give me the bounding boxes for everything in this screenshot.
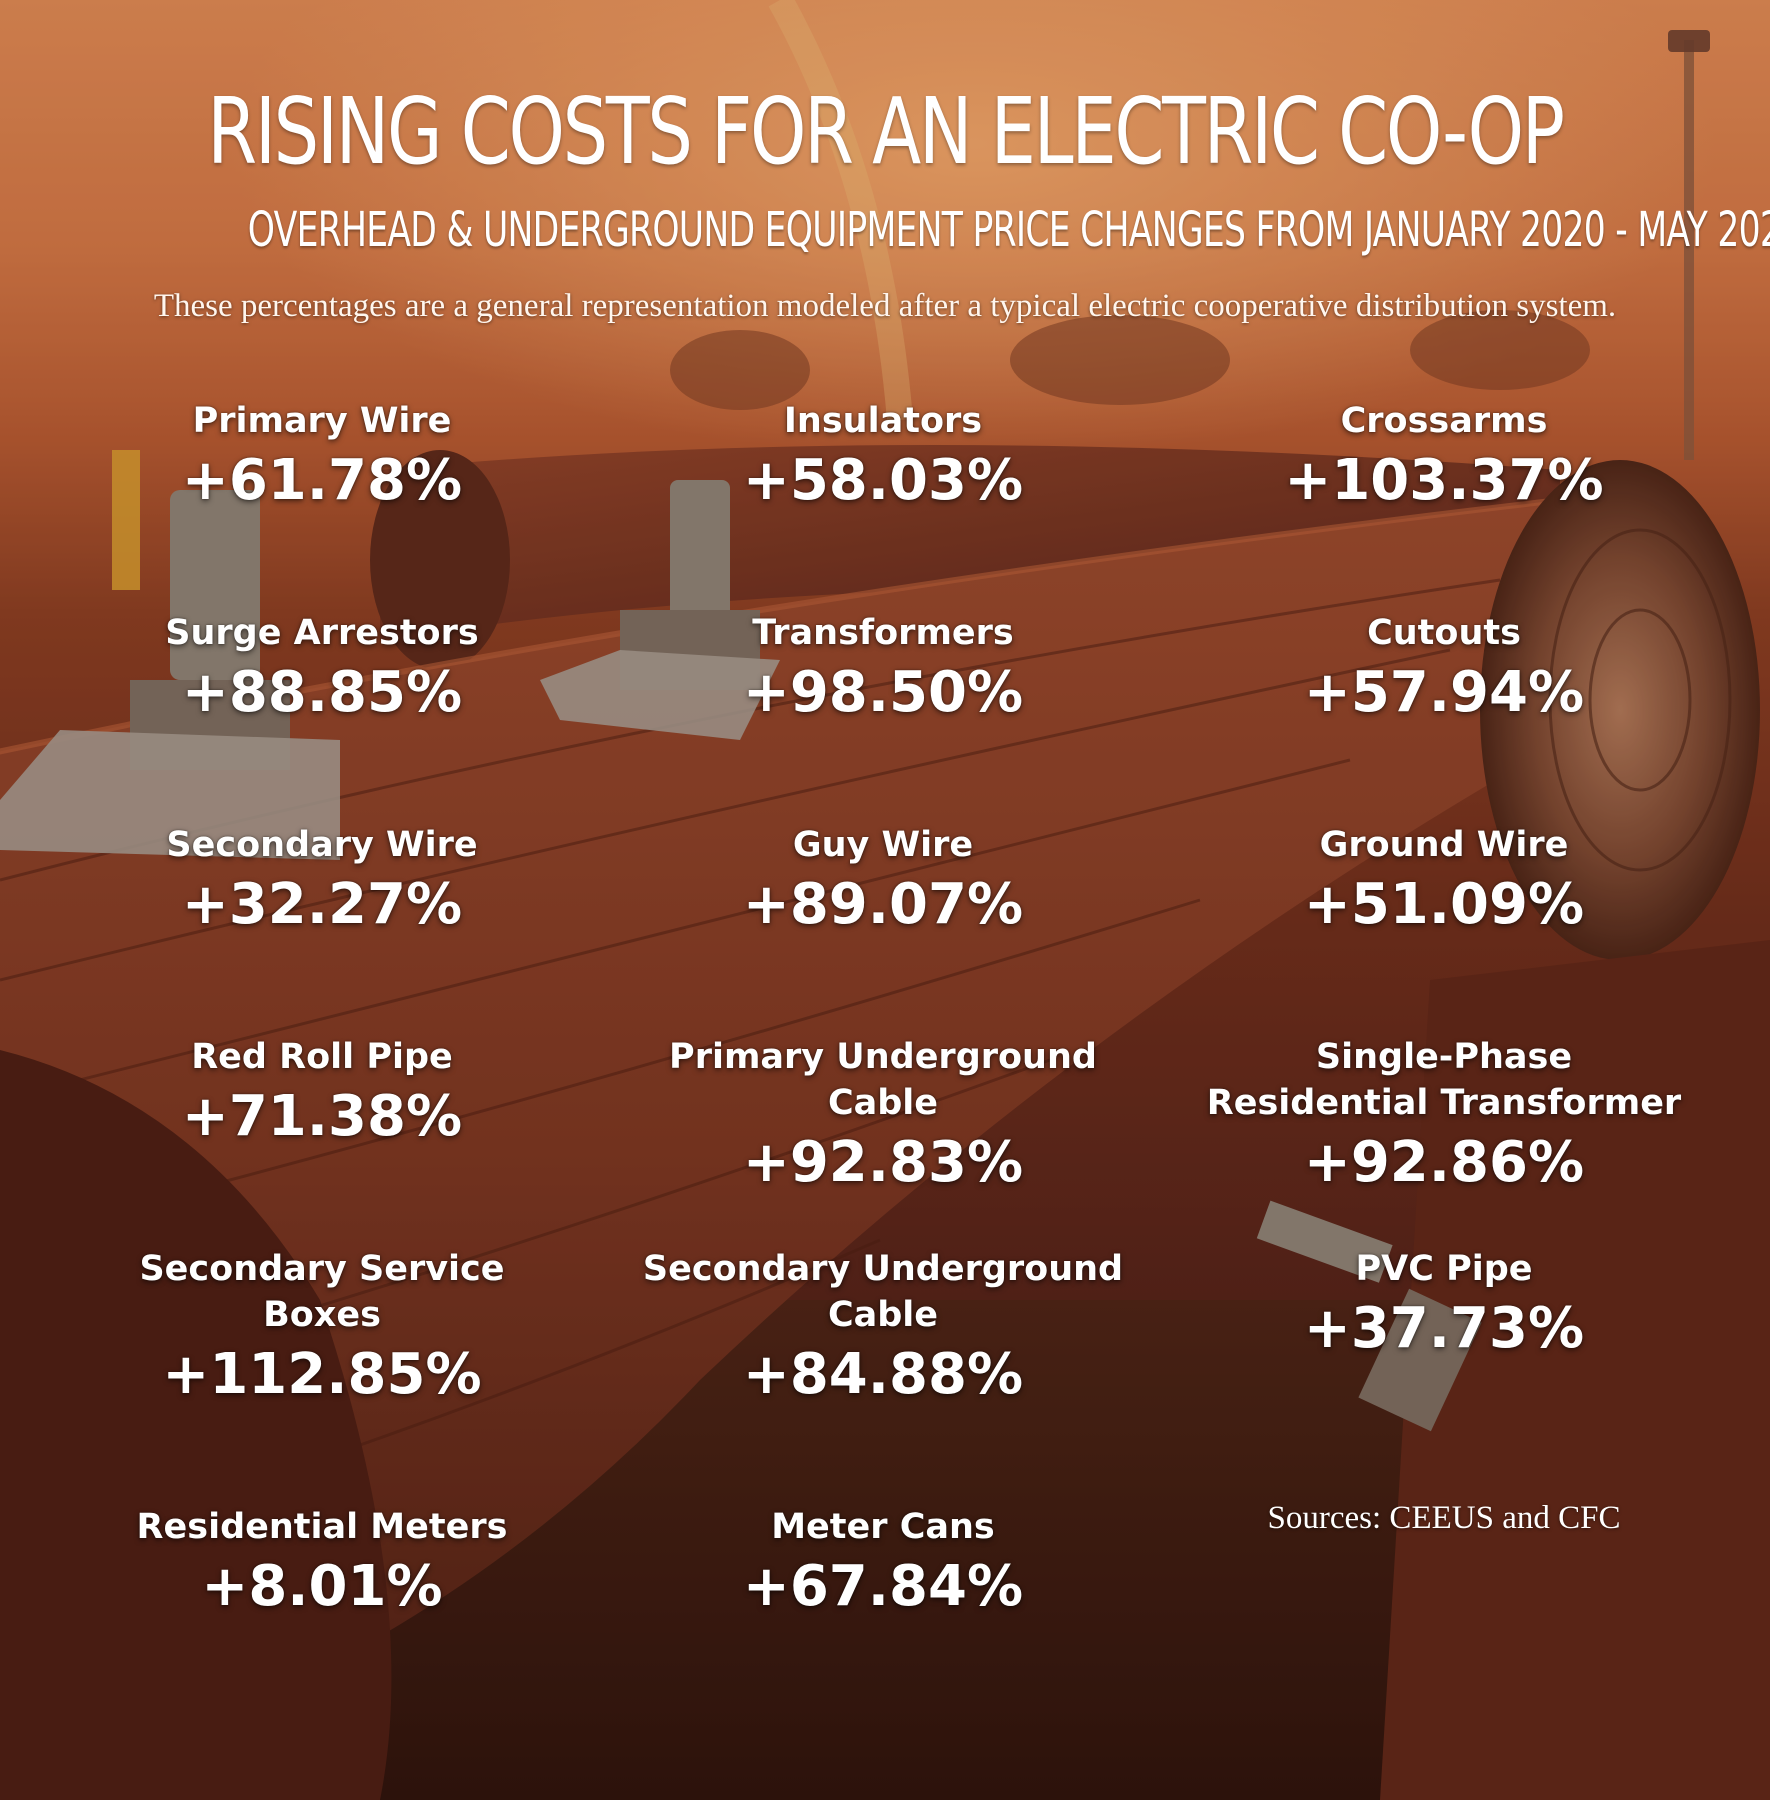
item-value: +103.37% xyxy=(1284,448,1604,513)
item-value: +67.84% xyxy=(742,1554,1024,1619)
item-label: Insulators xyxy=(783,401,983,441)
item-value: +112.85% xyxy=(162,1342,482,1407)
item-value: +61.78% xyxy=(181,448,463,513)
item-pvc-pipe: PVC Pipe +37.73% xyxy=(1164,1246,1724,1364)
item-label: Surge Arrestors xyxy=(165,613,479,653)
sources-credit: Sources: CEEUS and CFC xyxy=(1267,1500,1621,1536)
item-label: Red Roll Pipe xyxy=(191,1037,453,1077)
item-label: Single-Phase Residential Transformer xyxy=(1206,1037,1682,1123)
item-label: Transformers xyxy=(752,613,1014,653)
item-insulators: Insulators +58.03% xyxy=(603,398,1163,516)
item-label: Primary Wire xyxy=(192,401,452,441)
item-primary-wire: Primary Wire +61.78% xyxy=(42,398,602,516)
item-value: +98.50% xyxy=(742,660,1024,725)
item-secondary-underground-cable: Secondary Underground Cable +84.88% xyxy=(603,1246,1163,1410)
item-single-phase-residential-transformer: Single-Phase Residential Transformer +92… xyxy=(1164,1034,1724,1198)
item-red-roll-pipe: Red Roll Pipe +71.38% xyxy=(42,1034,602,1152)
item-meter-cans: Meter Cans +67.84% xyxy=(603,1504,1163,1622)
item-value: +32.27% xyxy=(181,872,463,937)
page-subtitle: OVERHEAD & UNDERGROUND EQUIPMENT PRICE C… xyxy=(247,202,1770,258)
item-label: Secondary Service Boxes xyxy=(139,1249,505,1335)
item-value: +92.86% xyxy=(1303,1130,1585,1195)
item-value: +51.09% xyxy=(1303,872,1585,937)
item-label: Secondary Underground Cable xyxy=(642,1249,1124,1335)
item-value: +84.88% xyxy=(742,1342,1024,1407)
item-primary-underground-cable: Primary Underground Cable +92.83% xyxy=(603,1034,1163,1198)
item-value: +89.07% xyxy=(742,872,1024,937)
item-label: PVC Pipe xyxy=(1355,1249,1533,1289)
item-secondary-service-boxes: Secondary Service Boxes +112.85% xyxy=(42,1246,602,1410)
item-crossarms: Crossarms +103.37% xyxy=(1164,398,1724,516)
page-title: RISING COSTS FOR AN ELECTRIC CO-OP xyxy=(207,78,1565,185)
item-value: +71.38% xyxy=(181,1084,463,1149)
item-cutouts: Cutouts +57.94% xyxy=(1164,610,1724,728)
item-label: Primary Underground Cable xyxy=(669,1037,1097,1123)
item-label: Guy Wire xyxy=(792,825,974,865)
item-ground-wire: Ground Wire +51.09% xyxy=(1164,822,1724,940)
item-label: Cutouts xyxy=(1367,613,1521,653)
item-label: Ground Wire xyxy=(1319,825,1569,865)
description-note: These percentages are a general represen… xyxy=(153,288,1617,324)
item-label: Meter Cans xyxy=(771,1507,995,1547)
item-residential-meters: Residential Meters +8.01% xyxy=(42,1504,602,1622)
item-label: Residential Meters xyxy=(136,1507,508,1547)
item-label: Crossarms xyxy=(1340,401,1548,441)
item-value: +8.01% xyxy=(201,1554,443,1619)
item-value: +88.85% xyxy=(181,660,463,725)
item-value: +92.83% xyxy=(742,1130,1024,1195)
item-guy-wire: Guy Wire +89.07% xyxy=(603,822,1163,940)
item-label: Secondary Wire xyxy=(166,825,478,865)
item-secondary-wire: Secondary Wire +32.27% xyxy=(42,822,602,940)
item-transformers: Transformers +98.50% xyxy=(603,610,1163,728)
item-value: +57.94% xyxy=(1303,660,1585,725)
item-value: +58.03% xyxy=(742,448,1024,513)
item-value: +37.73% xyxy=(1303,1296,1585,1361)
item-surge-arrestors: Surge Arrestors +88.85% xyxy=(42,610,602,728)
